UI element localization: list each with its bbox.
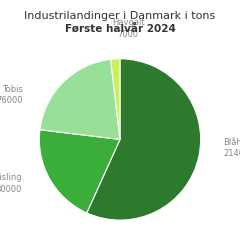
Wedge shape bbox=[87, 59, 201, 220]
Text: Blåhvilling
214000: Blåhvilling 214000 bbox=[223, 137, 240, 158]
Text: Første halvår 2024: Første halvår 2024 bbox=[65, 24, 175, 34]
Text: Industrilandinger i Danmark i tons: Industrilandinger i Danmark i tons bbox=[24, 11, 216, 21]
Text: Havgalt
7000: Havgalt 7000 bbox=[112, 18, 144, 39]
Wedge shape bbox=[39, 130, 120, 213]
Wedge shape bbox=[111, 59, 120, 139]
Text: Brisling
80000: Brisling 80000 bbox=[0, 173, 22, 194]
Wedge shape bbox=[40, 59, 120, 139]
Text: Tobis
76000: Tobis 76000 bbox=[0, 85, 23, 106]
